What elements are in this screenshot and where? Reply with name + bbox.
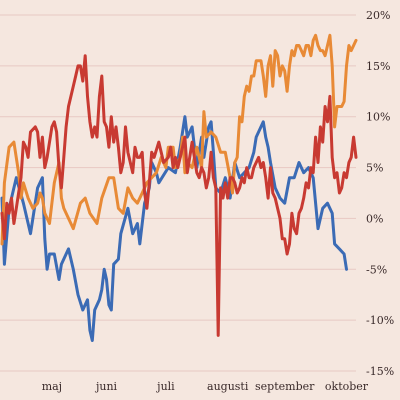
- x-tick-label: juni: [94, 380, 118, 393]
- y-tick-label: 10%: [366, 111, 390, 124]
- series-lines: [0, 33, 358, 342]
- y-tick-label: -10%: [366, 314, 394, 327]
- series-line-3: [0, 54, 358, 337]
- series-line-1: [0, 115, 348, 342]
- x-tick-label: juli: [155, 380, 175, 393]
- y-tick-label: 0%: [366, 212, 383, 225]
- x-tick-label: maj: [42, 380, 62, 393]
- y-tick-label: 15%: [366, 60, 390, 73]
- y-tick-label: -5%: [366, 263, 387, 276]
- x-tick-label: oktober: [325, 380, 369, 393]
- y-tick-label: -15%: [366, 365, 394, 378]
- x-tick-label: september: [255, 380, 315, 393]
- series-line-2: [0, 33, 358, 246]
- y-tick-label: 20%: [366, 9, 390, 22]
- x-tick-label: augusti: [207, 380, 249, 393]
- x-axis-tick-labels: maj juni juli augusti september oktober: [42, 380, 369, 393]
- y-tick-label: 5%: [366, 162, 383, 175]
- y-axis-tick-labels: 20% 15% 10% 5% 0% -5% -10% -15%: [366, 9, 394, 378]
